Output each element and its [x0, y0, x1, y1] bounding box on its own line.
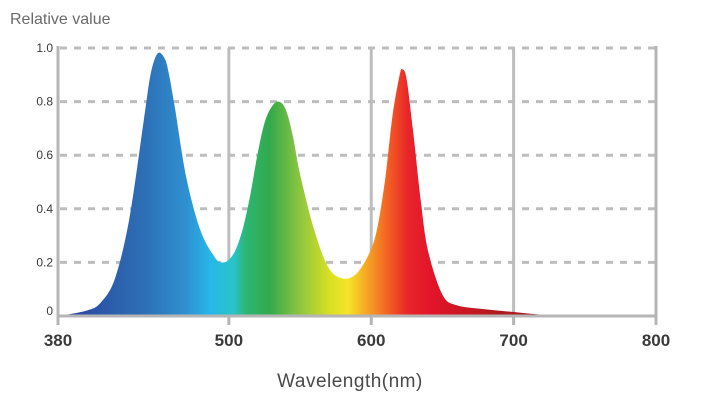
y-tick-label: 0 — [46, 304, 53, 318]
y-tick-label: 0.4 — [36, 202, 53, 216]
x-tick-label: 380 — [44, 331, 72, 350]
y-tick-labels: 0 0.2 0.4 0.6 0.8 1.0 — [36, 41, 53, 318]
y-axis-title: Relative value — [10, 11, 111, 28]
x-axis-title: Wavelength(nm) — [277, 371, 423, 392]
y-tick-label: 0.2 — [36, 255, 53, 269]
x-tick-label: 700 — [499, 331, 527, 350]
y-tick-label: 0.8 — [36, 95, 53, 109]
x-tick-label: 500 — [215, 331, 243, 350]
spectrum-area — [58, 52, 599, 316]
x-tick-label: 600 — [357, 331, 385, 350]
plot-frame — [56, 46, 658, 325]
x-tick-label: 800 — [642, 331, 670, 350]
y-tick-label: 1.0 — [36, 41, 53, 55]
x-tick-labels: 380 500 600 700 800 — [44, 331, 670, 350]
y-tick-label: 0.6 — [36, 148, 53, 162]
